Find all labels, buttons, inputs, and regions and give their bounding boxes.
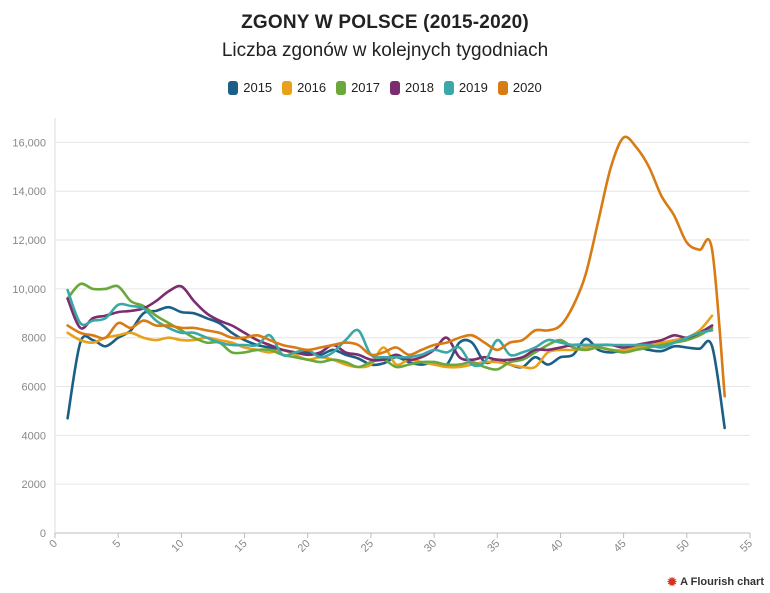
x-tick-label: 20 [296,538,313,555]
x-tick-label: 5 [110,538,123,551]
legend-swatch [282,80,293,95]
x-tick-label: 40 [548,538,565,555]
legend-item-2020[interactable]: 2020 [497,80,542,95]
legend-swatch [336,80,347,95]
flourish-logo-icon: ✹ [667,575,678,589]
x-tick-label: 35 [485,538,502,555]
legend-item-2018[interactable]: 2018 [390,80,434,95]
y-tick-label: 4000 [22,430,46,442]
y-tick-label: 2000 [22,479,46,491]
legend-label: 2015 [243,80,273,95]
series-line-2020[interactable] [66,135,726,398]
legend-item-2017[interactable]: 2017 [336,80,380,95]
x-tick-label: 45 [612,538,629,555]
x-tick-label: 55 [738,538,755,555]
legend-label: 2019 [458,80,488,95]
chart-subtitle: Liczba zgonów w kolejnych tygodniach [221,40,549,61]
x-tick-label: 30 [422,538,439,555]
legend-label: 2020 [512,80,542,95]
y-tick-label: 8000 [22,333,46,345]
x-tick-label: 50 [675,538,692,555]
legend-item-2015[interactable]: 2015 [228,80,272,95]
y-tick-label: 16,000 [12,137,46,149]
legend-item-2019[interactable]: 2019 [443,80,488,95]
legend: 2015 2016 2017 2018 2019 2020 [0,80,770,95]
legend-label: 2017 [351,80,380,95]
series-lines [66,135,726,430]
y-tick-label: 12,000 [12,235,46,247]
y-axis: 0 2000 4000 6000 8000 10,000 12,000 14,000 16,00… [12,118,56,540]
legend-swatch [390,80,400,95]
chart-title: ZGONY W POLSCE (2015-2020) [241,12,529,33]
x-tick-label: 15 [233,538,250,555]
legend-swatch [228,80,239,95]
x-axis: 0 5 10 15 20 25 30 35 40 45 50 55 [47,533,755,555]
y-tick-label: 10,000 [12,284,46,296]
legend-label: 2016 [297,80,327,95]
legend-swatch [443,80,454,95]
legend-swatch [497,80,508,95]
flourish-credit[interactable]: ✹ A Flourish chart [667,575,764,589]
x-tick-label: 10 [169,538,186,555]
gridlines [55,141,750,534]
credit-label: A Flourish chart [680,576,764,588]
series-line-2019[interactable] [66,288,714,368]
x-tick-label: 0 [47,538,60,551]
legend-label: 2018 [405,80,434,95]
y-tick-label: 0 [40,528,46,540]
legend-item-2016[interactable]: 2016 [282,80,326,95]
x-tick-label: 25 [359,538,376,555]
y-tick-label: 14,000 [12,186,46,198]
y-tick-label: 6000 [22,382,46,394]
